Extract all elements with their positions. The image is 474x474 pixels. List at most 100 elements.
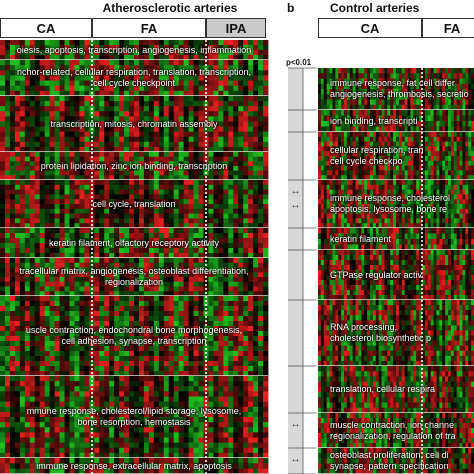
heatmap-cell xyxy=(228,243,234,249)
heatmap-cell xyxy=(44,131,51,138)
heatmap-cell xyxy=(148,351,155,357)
heatmap-cell xyxy=(153,336,160,342)
heatmap-cell xyxy=(258,437,264,444)
heatmap-cell xyxy=(0,316,6,322)
heatmap-cell xyxy=(64,184,70,190)
heatmap-cell xyxy=(228,96,234,102)
heatmap-cell xyxy=(59,417,65,423)
heatmap-cell xyxy=(64,131,70,138)
heatmap-cell xyxy=(129,306,135,312)
heatmap-cell xyxy=(228,175,234,181)
heatmap-cell xyxy=(153,411,160,418)
heatmap-cell xyxy=(124,199,130,205)
heatmap-cell xyxy=(39,468,46,474)
heatmap-cell xyxy=(198,45,204,51)
heatmap-cell xyxy=(198,50,204,56)
heatmap-cell xyxy=(49,371,55,377)
heatmap-cell xyxy=(143,204,150,210)
heatmap-cell xyxy=(263,96,269,102)
heatmap-cell xyxy=(148,116,155,122)
heatmap-cell xyxy=(158,468,165,474)
heatmap-cell xyxy=(138,422,145,428)
heatmap-cell xyxy=(203,452,209,459)
heatmap-cell xyxy=(471,83,474,90)
heatmap-cell xyxy=(119,442,125,449)
heatmap-cell xyxy=(158,427,165,433)
heatmap-cell xyxy=(99,60,105,66)
heatmap-cell xyxy=(29,406,36,413)
heatmap-cell xyxy=(213,199,219,205)
heatmap-cell xyxy=(173,85,180,92)
heatmap-cell xyxy=(79,447,85,454)
heatmap-cell xyxy=(158,131,165,138)
heatmap-cell xyxy=(243,111,249,117)
heatmap-cell xyxy=(258,376,264,382)
heatmap-cell xyxy=(208,258,214,264)
heatmap-cell xyxy=(263,213,269,219)
heatmap-cell xyxy=(34,351,41,357)
heatmap-cell xyxy=(124,131,130,138)
heatmap-cell xyxy=(243,233,249,239)
heatmap-cell xyxy=(143,180,150,186)
heatmap-cell xyxy=(44,60,51,66)
heatmap-cell xyxy=(44,170,51,176)
heatmap-cell xyxy=(445,89,449,95)
heatmap-cell xyxy=(223,401,229,408)
heatmap-cell xyxy=(74,452,80,459)
heatmap-cell xyxy=(223,80,229,87)
heatmap-cell xyxy=(218,218,224,224)
heatmap-cell xyxy=(29,366,36,372)
heatmap-cell xyxy=(163,243,170,249)
heatmap-cell xyxy=(223,277,229,283)
heatmap-cell xyxy=(134,468,140,474)
heatmap-cell xyxy=(158,447,165,454)
heatmap-cell xyxy=(0,376,6,382)
heatmap-cell xyxy=(238,55,244,61)
heatmap-cell xyxy=(188,116,194,122)
heatmap-cell xyxy=(24,452,31,459)
heatmap-cell xyxy=(94,111,100,117)
heatmap-cell xyxy=(258,136,264,143)
heatmap-cell xyxy=(218,253,224,259)
heatmap-cell xyxy=(124,248,130,254)
heatmap-cell xyxy=(39,45,46,51)
heatmap-cell xyxy=(218,406,224,413)
heatmap-cell xyxy=(218,371,224,377)
heatmap-cell xyxy=(138,248,145,254)
heatmap-cell xyxy=(19,321,26,327)
heatmap-cell xyxy=(0,401,6,408)
heatmap-cell xyxy=(99,427,105,433)
heatmap-cell xyxy=(465,68,469,74)
heatmap-cell xyxy=(168,116,175,122)
heatmap-cell xyxy=(114,238,120,244)
heatmap-cell xyxy=(143,80,150,87)
heatmap-cell xyxy=(69,208,75,214)
heatmap-cell xyxy=(233,321,239,327)
heatmap-cell xyxy=(19,356,26,362)
heatmap-cell xyxy=(258,131,264,138)
heatmap-cell xyxy=(223,189,229,195)
heatmap-cell xyxy=(109,321,115,327)
heatmap-cell xyxy=(54,40,60,46)
heatmap-cell xyxy=(138,106,145,112)
heatmap-cell xyxy=(39,326,46,332)
heatmap-cell xyxy=(148,371,155,377)
heatmap-cell xyxy=(99,437,105,444)
heatmap-cell xyxy=(124,331,130,337)
heatmap-cell xyxy=(143,75,150,81)
heatmap-cell xyxy=(178,131,185,138)
heatmap-cell xyxy=(54,366,60,372)
heatmap-cell xyxy=(119,65,125,71)
heatmap-cell xyxy=(148,121,155,127)
heatmap-cell xyxy=(59,396,65,403)
heatmap-cell xyxy=(4,223,11,229)
heatmap-cell xyxy=(198,223,204,229)
heatmap-cell xyxy=(19,131,26,138)
heatmap-cell xyxy=(213,96,219,102)
heatmap-cell xyxy=(208,243,214,249)
heatmap-cell xyxy=(99,146,105,153)
heatmap-cell xyxy=(99,121,105,127)
heatmap-cell xyxy=(49,116,55,122)
heatmap-cell xyxy=(84,60,90,66)
heatmap-cell xyxy=(430,89,434,95)
